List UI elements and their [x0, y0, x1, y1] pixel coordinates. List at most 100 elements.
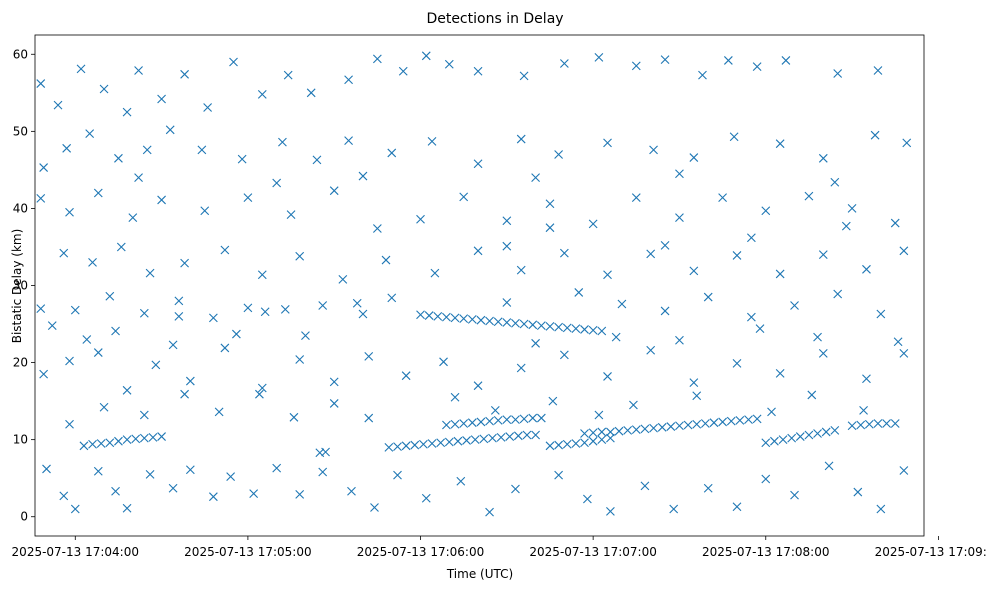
x-tick-label: 2025-07-13 17:04:00	[12, 545, 139, 559]
data-point	[876, 504, 886, 514]
y-axis-label: Bistatic Delay (km)	[10, 229, 24, 344]
data-point	[139, 410, 149, 420]
data-point	[456, 476, 466, 486]
data-point	[93, 188, 103, 198]
data-point	[157, 94, 166, 104]
data-point	[85, 129, 95, 139]
data-point	[735, 415, 745, 425]
data-point	[732, 502, 742, 512]
data-point	[220, 245, 230, 255]
data-point	[214, 407, 224, 417]
data-point	[666, 422, 676, 431]
data-point	[813, 332, 822, 342]
data-point	[511, 415, 520, 425]
data-point	[519, 319, 529, 329]
data-point	[548, 396, 558, 406]
y-axis: 0 10 20 30 40 50 60	[13, 47, 35, 524]
data-point	[427, 439, 437, 448]
data-point	[790, 301, 799, 310]
data-point	[703, 483, 713, 493]
data-point	[36, 304, 46, 314]
data-point	[410, 440, 420, 450]
data-point	[580, 325, 589, 334]
y-tick-label: 50	[13, 124, 28, 138]
data-point	[488, 433, 497, 443]
data-point	[821, 427, 831, 437]
data-point	[502, 216, 512, 226]
data-point	[614, 426, 624, 436]
data-point	[496, 432, 506, 442]
data-point	[157, 195, 166, 205]
data-point	[559, 350, 569, 360]
data-point	[528, 413, 538, 423]
data-point	[165, 125, 175, 135]
data-point	[450, 392, 460, 402]
x-tick-label: 2025-07-13 17:09:00	[875, 545, 987, 559]
data-point	[882, 419, 891, 428]
data-point	[286, 210, 296, 219]
data-point	[421, 493, 431, 503]
data-point	[640, 424, 650, 434]
data-point	[675, 335, 684, 345]
data-point	[39, 369, 49, 379]
data-point	[646, 345, 656, 355]
data-point	[847, 204, 857, 213]
data-point	[473, 159, 483, 169]
data-point	[775, 368, 785, 378]
data-point	[522, 430, 532, 440]
data-point	[381, 255, 391, 265]
data-point	[157, 432, 166, 441]
data-point	[502, 415, 512, 425]
data-point	[761, 206, 771, 216]
data-point	[841, 221, 851, 231]
x-tick-label: 2025-07-13 17:06:00	[357, 545, 484, 559]
data-point	[649, 423, 658, 433]
data-point	[134, 66, 143, 75]
data-point	[790, 490, 799, 500]
data-point	[148, 432, 158, 442]
data-point	[853, 487, 863, 497]
data-point	[755, 324, 765, 334]
data-point	[427, 136, 437, 146]
data-point	[387, 293, 397, 303]
data-point	[531, 430, 540, 440]
data-point	[709, 418, 719, 428]
data-point	[847, 421, 857, 431]
data-point	[606, 433, 615, 443]
data-point	[467, 315, 477, 324]
x-axis-label: Time (UTC)	[446, 567, 513, 581]
data-point	[675, 169, 684, 179]
data-point	[545, 441, 555, 451]
data-point	[59, 491, 69, 501]
data-point	[675, 213, 684, 223]
data-point	[47, 321, 57, 330]
data-point	[358, 309, 368, 319]
data-point	[775, 139, 785, 149]
data-point	[459, 192, 469, 202]
data-point	[660, 55, 670, 65]
data-point	[513, 431, 523, 441]
data-point	[226, 472, 236, 482]
data-point	[594, 410, 604, 420]
data-point	[151, 360, 161, 370]
data-point	[761, 438, 771, 448]
data-point	[243, 303, 253, 313]
data-point	[128, 213, 138, 223]
data-point	[606, 506, 615, 516]
data-point	[559, 248, 569, 258]
data-point	[272, 463, 282, 473]
data-point	[870, 130, 880, 140]
data-point	[185, 465, 195, 475]
data-point	[42, 464, 51, 474]
data-point	[114, 436, 123, 446]
data-point	[631, 193, 641, 203]
data-point	[301, 331, 310, 340]
data-point	[114, 153, 123, 163]
data-point	[597, 326, 607, 336]
data-point	[424, 311, 434, 320]
data-point	[588, 428, 598, 438]
data-point	[485, 316, 494, 326]
data-point	[145, 469, 155, 479]
data-point	[59, 248, 69, 258]
data-point	[746, 233, 756, 243]
